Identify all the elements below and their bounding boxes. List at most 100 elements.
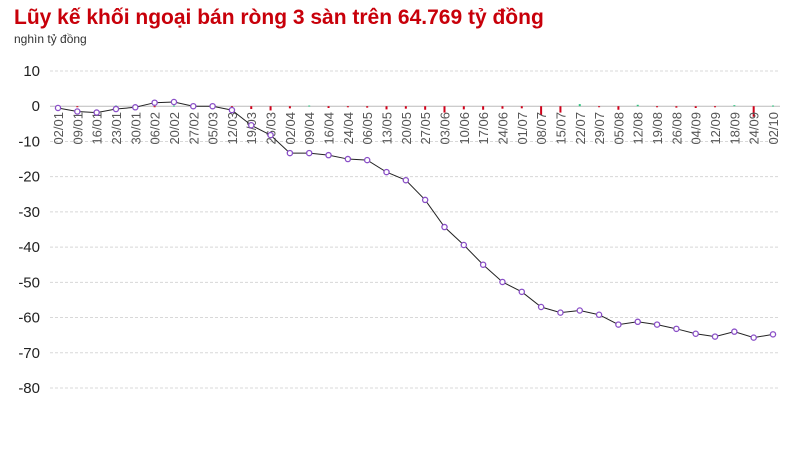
x-tick-label: 27/05 [418,112,433,145]
x-tick-label: 01/07 [515,112,530,145]
x-tick-label: 30/01 [128,112,143,145]
data-point [190,102,197,110]
bar [617,106,620,110]
y-tick-label: 10 [23,63,40,80]
x-tick-label: 04/09 [689,112,704,145]
bar [656,106,659,108]
x-tick-label: 20/02 [167,112,182,145]
y-tick-label: -40 [18,239,40,256]
x-tick-label: 02/01 [51,112,66,145]
data-point [93,109,100,116]
data-point [595,311,603,318]
data-point [441,223,448,231]
x-tick-label: 22/07 [573,112,588,145]
bar [772,105,774,107]
x-tick-label: 12/03 [225,112,240,145]
bar [308,105,311,107]
bar [694,106,697,108]
x-tick-label: 18/09 [727,112,742,145]
x-tick-label: 16/04 [322,112,337,145]
y-tick-label: -10 [18,133,40,150]
y-tick-label: 0 [32,98,40,115]
data-point [286,149,294,157]
data-point [421,196,429,204]
data-point [228,106,236,114]
x-tick-label: 16/01 [90,112,105,145]
data-point [363,156,371,164]
chart-subtitle: nghìn tỷ đồng [14,32,87,46]
data-point [267,131,274,139]
x-tick-label: 13/05 [380,112,395,145]
x-tick-label: 05/08 [611,112,626,145]
data-point [615,321,622,328]
data-point [518,288,526,296]
bar [424,106,427,110]
x-tick-label: 26/03 [264,112,279,145]
data-point [247,121,255,129]
x-tick-label: 10/06 [457,112,472,145]
x-tick-label: 06/05 [360,112,375,145]
bar [172,105,175,107]
bar [675,106,678,108]
data-point [402,176,410,184]
data-point [383,168,390,176]
bar [385,106,388,110]
y-tick-label: -80 [18,380,40,397]
x-tick-label: 12/08 [631,112,646,145]
data-point [132,104,139,111]
y-tick-label: -50 [18,274,40,291]
x-tick-label: 02/04 [283,112,298,145]
x-tick-label: 15/07 [553,112,568,145]
x-tick-label: 20/05 [399,112,414,145]
x-tick-label: 19/08 [650,112,665,145]
bar [288,106,291,109]
data-point [344,155,352,163]
data-point [769,331,777,338]
x-tick-label: 26/08 [669,112,684,145]
bar [559,106,562,113]
bar [346,106,349,108]
bar [269,106,272,111]
x-tick-label: 08/07 [534,112,549,145]
grid [50,70,780,389]
y-tick-label: -30 [18,204,40,221]
data-point [170,98,178,106]
bar [636,104,639,107]
data-point [151,99,158,106]
data-point [460,241,468,249]
x-tick-label: 03/06 [437,112,452,145]
bar [366,106,369,108]
data-point [537,303,545,311]
data-point [673,325,680,333]
bar [598,106,601,108]
bar [443,106,446,113]
bar [404,106,407,109]
x-axis: 02/01 09/01 16/01 23/01 30/01 06/02 20/02 27/02… [51,112,781,145]
data-point [576,307,584,314]
x-tick-label: 09/01 [70,112,85,145]
data-point [557,309,564,316]
data-point [653,321,661,328]
x-tick-label: 09/04 [302,112,317,145]
bar [327,106,330,108]
x-tick-label: 24/04 [341,112,356,145]
bar [153,106,156,108]
data-point [305,149,313,157]
x-tick-label: 02/10 [766,112,781,145]
chart-title: Lũy kế khối ngoại bán ròng 3 sàn trên 64… [14,6,544,29]
series-line [57,101,774,339]
x-tick-label: 24/09 [747,112,762,145]
data-point [692,330,699,338]
line-series [54,98,777,341]
data-point [634,318,641,326]
bar [540,106,543,116]
x-tick-label: 29/07 [592,112,607,145]
data-point [54,104,62,112]
data-point [499,278,506,286]
data-point [711,333,719,340]
bar [250,106,253,110]
x-tick-label: 27/02 [186,112,201,145]
data-point [112,105,120,113]
y-tick-label: -70 [18,345,40,362]
